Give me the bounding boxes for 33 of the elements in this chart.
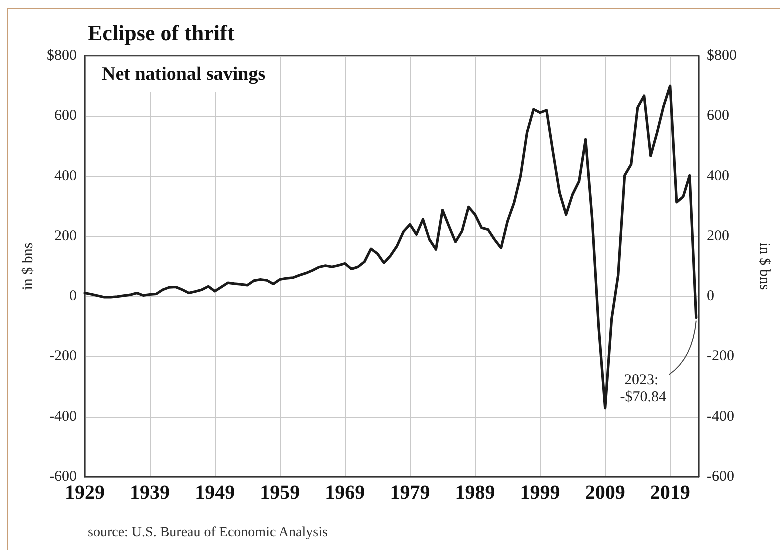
y2-tick-label: 200 <box>707 228 730 244</box>
annotation: 2023: -$70.84 <box>620 372 668 406</box>
chart-subtitle: Net national savings <box>102 64 266 85</box>
x-tick-label: 1929 <box>65 482 105 504</box>
x-tick-label: 1959 <box>260 482 300 504</box>
x-tick-label: 2009 <box>585 482 626 504</box>
x-tick-label: 1999 <box>520 482 560 504</box>
x-tick-label: 1989 <box>455 482 496 504</box>
y2-tick-label: -600 <box>707 469 734 485</box>
y2-tick-label: 400 <box>707 168 730 184</box>
chart-title: Eclipse of thrift <box>88 20 236 46</box>
y-tick-label: -200 <box>50 348 77 365</box>
y-tick-label: 400 <box>54 168 77 184</box>
x-tick-label: 1969 <box>325 482 366 504</box>
line-series <box>84 84 698 410</box>
y-tick-label: 200 <box>54 228 77 244</box>
y-tick-label: 0 <box>70 288 77 305</box>
y2-tick-label: -400 <box>707 408 734 425</box>
y2-tick-label: 600 <box>707 108 730 124</box>
y2-tick-label: $800 <box>707 48 737 64</box>
y-tick-label: $800 <box>47 48 77 64</box>
y2-axis-title: in $ bns <box>756 242 772 290</box>
y-tick-label: -600 <box>50 469 77 485</box>
x-tick-label: 2019 <box>650 482 690 504</box>
y-axis-title: in $ bns <box>20 242 37 290</box>
y-tick-label: 600 <box>54 108 77 124</box>
x-tick-label: 1939 <box>130 482 170 504</box>
x-tick-label: 1949 <box>195 482 236 504</box>
y-tick-label: -400 <box>50 408 77 425</box>
y2-tick-label: -200 <box>707 348 734 365</box>
y2-tick-label: 0 <box>707 288 714 305</box>
x-tick-label: 1979 <box>390 482 430 504</box>
source-note: source: U.S. Bureau of Economic Analysis <box>88 526 328 540</box>
